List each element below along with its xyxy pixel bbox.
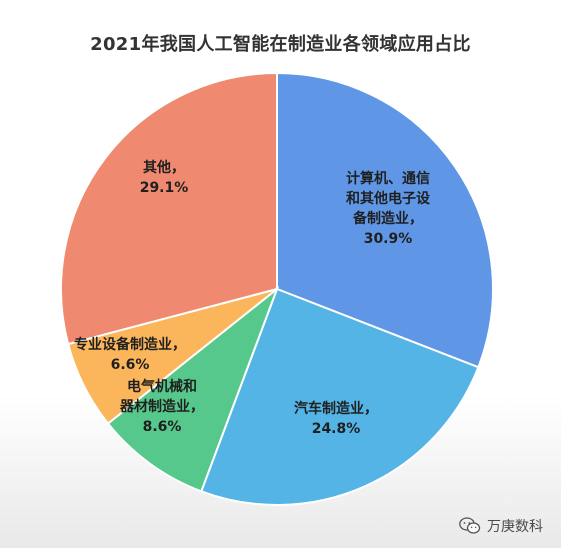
watermark-text: 万庚数科	[487, 519, 543, 535]
chart-title: 2021年我国人工智能在制造业各领域应用占比	[90, 34, 471, 55]
data-label-other: 其他， 29.1%	[140, 159, 189, 196]
data-label-automotive: 汽车制造业， 24.8%	[294, 400, 378, 437]
watermark: 万庚数科	[459, 516, 543, 536]
data-label-special-equipment: 专业设备制造业， 6.6%	[74, 336, 186, 373]
data-label-electronics: 计算机、通信和其他电子设备制造业， 30.9%	[346, 170, 431, 247]
pie-slice-automotive	[199, 287, 480, 506]
pie-slice-other	[60, 71, 278, 346]
pie-slice-electrical	[106, 285, 280, 493]
pie-slice-electronics	[276, 71, 494, 369]
wechat-icon	[459, 517, 481, 534]
data-label-electrical: 电气机械和器材制造业， 8.6%	[119, 378, 204, 435]
